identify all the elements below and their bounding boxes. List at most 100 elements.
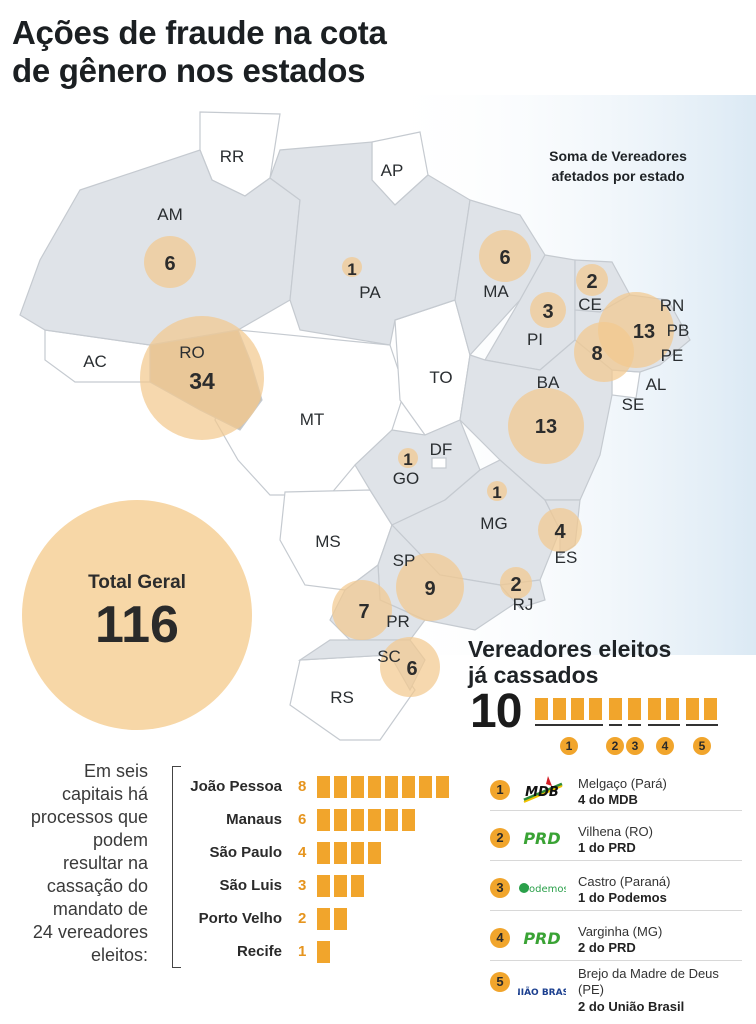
intro-line: podem [92, 830, 148, 850]
bubble-am [144, 236, 196, 288]
bubble-pi [530, 292, 566, 328]
bubble-ma [479, 230, 531, 282]
capital-bar-square [351, 842, 364, 864]
legend-party: 4 do MDB [578, 792, 638, 807]
capital-bar-square [317, 875, 330, 897]
legend-city: Castro (Paraná) [578, 874, 671, 889]
cassado-square [704, 698, 717, 720]
capital-value: 1 [298, 943, 307, 960]
bubble-sc [380, 637, 440, 697]
podemos-logo: Podemos [519, 883, 566, 895]
legend-city: Brejo da Madre de Deus (PE) [578, 966, 719, 997]
cassado-square [535, 698, 548, 720]
bubble-value: 1 [492, 483, 501, 502]
total-value: 116 [95, 596, 179, 654]
capital-bar-square [368, 842, 381, 864]
state-label-to: TO [429, 368, 452, 387]
state-label-ap: AP [381, 161, 404, 180]
bubble-value: 1 [347, 260, 356, 279]
legend-city: Melgaço (Pará) [578, 776, 667, 791]
capital-name: João Pessoa [190, 778, 282, 795]
capital-name: São Luis [219, 877, 282, 894]
cassados-group-index: 5 [693, 737, 711, 755]
intro-line: resultar na [62, 853, 148, 873]
title-line-1: Ações de fraude na cota [12, 14, 387, 51]
cassados-title-line-2: já cassados [468, 662, 599, 688]
bubble-pa [342, 257, 362, 277]
state-label-df: DF [430, 440, 453, 459]
legend-index: 1 [490, 780, 510, 800]
capital-bar-square [334, 908, 347, 930]
state-label-rs: RS [330, 688, 354, 707]
cassado-square [553, 698, 566, 720]
cassados-group-index: 1 [560, 737, 578, 755]
cassados-value: 10 [470, 685, 522, 738]
capital-name: Porto Velho [198, 910, 282, 927]
state-label-ac: AC [83, 352, 107, 371]
intro-line: capitais há [61, 784, 148, 804]
state-label-ro: RO [179, 343, 205, 362]
capital-bar-square [402, 776, 415, 798]
legend-index: 3 [490, 878, 510, 898]
intro-line: cassação do [46, 876, 148, 896]
legend-index: 2 [490, 828, 510, 848]
cassado-square [589, 698, 602, 720]
svg-text:PRD: PRD [523, 829, 560, 848]
bubble-ba [508, 388, 584, 464]
capital-bar-square [368, 776, 381, 798]
state-label-go: GO [393, 469, 419, 488]
legend-index: 4 [490, 928, 510, 948]
bubble-ce [576, 264, 608, 296]
svg-text:MDB: MDB [525, 785, 559, 800]
state-label-ba: BA [537, 373, 560, 392]
legend-party: 2 do PRD [578, 940, 636, 955]
cassados-group-line [535, 724, 603, 726]
total-circle: Total Geral 116 [22, 500, 252, 730]
cassado-square [609, 698, 622, 720]
state-label-se: SE [622, 395, 645, 414]
bubble-value: 9 [424, 578, 435, 600]
brazil-map: 6 1 6 2 3 13 8 34 13 1 1 4 9 2 7 6 RR AP… [19, 95, 756, 741]
bubble-value: 7 [358, 601, 369, 623]
prd-logo: PRD [523, 929, 560, 948]
bubble-rj [500, 567, 532, 599]
capital-value: 4 [298, 844, 307, 861]
bubble-value: 6 [499, 247, 510, 269]
intro-line: 24 vereadores [32, 922, 148, 942]
capital-bar-square [385, 809, 398, 831]
state-label-mg: MG [480, 514, 507, 533]
capital-bar-square [351, 875, 364, 897]
cassados-group-index: 4 [656, 737, 674, 755]
map-legend-note: Soma de Vereadores afetados por estado [520, 146, 716, 186]
bubble-ro [140, 316, 264, 440]
capital-value: 8 [298, 778, 307, 795]
state-label-rn: RN [660, 296, 685, 315]
legend-row: 3 Podemos Castro (Paraná) 1 do Podemos [490, 864, 742, 911]
svg-text:PRD: PRD [523, 929, 560, 948]
bubble-value: 1 [403, 450, 412, 469]
cassado-square [666, 698, 679, 720]
bubble-value: 4 [554, 521, 566, 543]
legend-city: Vilhena (RO) [578, 824, 653, 839]
state-label-rj: RJ [513, 595, 534, 614]
state-label-pb: PB [667, 321, 690, 340]
capitals-bracket [172, 766, 181, 968]
intro-line: eleitos: [90, 945, 148, 965]
intro-line: processos que [30, 807, 148, 827]
capital-name: São Paulo [209, 844, 282, 861]
mdb-logo: MDB [520, 776, 564, 803]
uniao-brasil-logo: UNIÃO BRASIL [518, 987, 566, 998]
capital-bar-square [419, 776, 432, 798]
capital-bar-square [436, 776, 449, 798]
cassado-square [571, 698, 584, 720]
soma-line-2: afetados por estado [551, 168, 685, 184]
state-label-ma: MA [483, 282, 509, 301]
soma-line-1: Soma de Vereadores [549, 148, 687, 164]
cassados-group-line [609, 724, 622, 726]
svg-text:UNIÃO BRASIL: UNIÃO BRASIL [518, 987, 566, 998]
cassados-group-line [628, 724, 641, 726]
capital-name: Recife [236, 943, 282, 960]
capital-bar-square [317, 776, 330, 798]
capital-bar-square [368, 809, 381, 831]
capital-bar-square [351, 776, 364, 798]
